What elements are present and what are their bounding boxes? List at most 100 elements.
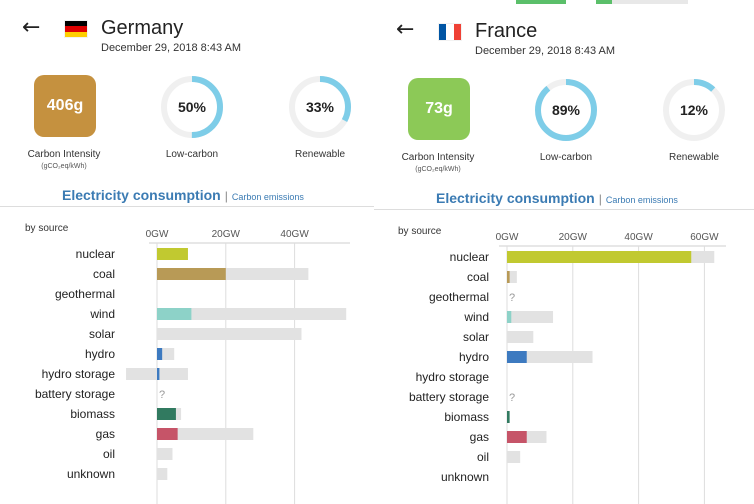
source-label: hydro <box>85 347 115 361</box>
section-divider <box>0 206 374 207</box>
source-label: biomass <box>70 407 115 421</box>
tick-label: 0GW <box>496 232 519 243</box>
by-source-label: by source <box>25 223 69 234</box>
country-name: France <box>475 20 538 42</box>
renewable-value: 12% <box>679 102 709 118</box>
production-bar <box>507 271 510 283</box>
low-carbon-gauge <box>161 76 223 138</box>
renewable-gauge-arc <box>663 79 725 141</box>
source-label: coal <box>93 267 115 281</box>
source-label: battery storage <box>409 390 489 404</box>
country-panel-france: ← France December 29, 2018 8:43 AM 73g C… <box>374 0 754 504</box>
section-divider <box>374 209 754 210</box>
capacity-bar <box>507 331 534 343</box>
low-carbon-label: Low-carbon <box>165 149 219 160</box>
source-label: hydro storage <box>42 367 116 381</box>
production-bar <box>157 268 226 280</box>
low-carbon-gauge-arc <box>161 76 223 138</box>
tab-carbon-emissions[interactable]: Carbon emissions <box>231 192 304 202</box>
tab-electricity-consumption[interactable]: Electricity consumption <box>62 187 221 203</box>
low-carbon-value: 50% <box>177 99 207 115</box>
source-label: nuclear <box>76 247 115 261</box>
renewable-value: 33% <box>305 99 335 115</box>
unknown-value-mark: ? <box>509 292 515 304</box>
tab-electricity-consumption[interactable]: Electricity consumption <box>436 190 595 206</box>
germany-flag-icon <box>65 21 87 37</box>
carbon-intensity-unit: (gCO₂eq/kWh) <box>415 166 461 173</box>
source-label: gas <box>470 430 489 444</box>
low-carbon-gauge-arc <box>535 79 597 141</box>
source-label: unknown <box>441 470 489 484</box>
source-label: unknown <box>67 467 115 481</box>
source-breakdown-chart-germany: 0GW 20GW 40GW nuclear coal geothermal wind sola… <box>35 229 350 504</box>
tick-label: 0GW <box>146 229 169 240</box>
renewable-label: Renewable <box>668 152 720 163</box>
by-source-label: by source <box>398 226 442 237</box>
renewable-gauge <box>289 76 351 138</box>
capacity-bar <box>507 271 517 283</box>
low-carbon-value: 89% <box>551 102 581 118</box>
renewable-gauge <box>663 79 725 141</box>
renewable-label: Renewable <box>294 149 346 160</box>
unknown-value-mark: ? <box>159 389 165 401</box>
source-label: nuclear <box>450 250 489 264</box>
capacity-bar <box>507 351 593 363</box>
capacity-bar <box>157 328 302 340</box>
source-label: oil <box>103 447 115 461</box>
tick-label: 20GW <box>559 232 588 243</box>
tab-carbon-emissions[interactable]: Carbon emissions <box>605 195 678 205</box>
tick-label: 40GW <box>280 229 309 240</box>
country-panel-germany: ← Germany December 29, 2018 8:43 AM 406g… <box>0 0 374 504</box>
carbon-intensity-label: Carbon Intensity <box>27 149 101 160</box>
source-label: oil <box>477 450 489 464</box>
source-label: gas <box>96 427 115 441</box>
back-arrow-icon[interactable]: ← <box>22 15 41 40</box>
source-label: biomass <box>444 410 489 424</box>
production-bar <box>157 368 160 380</box>
production-bar <box>507 351 527 363</box>
source-label: geothermal <box>429 290 489 304</box>
country-name: Germany <box>101 17 184 39</box>
source-label: battery storage <box>35 387 115 401</box>
source-label: coal <box>467 270 489 284</box>
low-carbon-label: Low-carbon <box>539 152 593 163</box>
source-label: hydro storage <box>416 370 490 384</box>
carbon-intensity-value: 73g <box>425 100 453 117</box>
carbon-intensity-box: 73g <box>408 78 470 140</box>
low-carbon-gauge <box>535 79 597 141</box>
production-bar <box>507 411 510 423</box>
top-strip-green <box>516 0 566 4</box>
capacity-bar <box>157 308 347 320</box>
capacity-bar <box>157 428 254 440</box>
source-label: hydro <box>459 350 489 364</box>
source-label: wind <box>89 307 115 321</box>
unknown-value-mark: ? <box>509 392 515 404</box>
consumption-emissions-tabs: Electricity consumption | Carbon emissions <box>62 187 304 203</box>
source-breakdown-chart-france: 0GW 20GW 40GW 60GW nuclear coal geothermal ? win… <box>409 232 726 504</box>
carbon-intensity-label: Carbon Intensity <box>401 152 475 163</box>
capacity-bar <box>157 468 168 480</box>
tick-label: 60GW <box>690 232 719 243</box>
tab-separator: | <box>598 192 602 206</box>
carbon-intensity-box: 406g <box>34 75 96 137</box>
production-bar <box>157 348 163 360</box>
production-bar <box>157 428 178 440</box>
source-label: solar <box>463 330 489 344</box>
production-bar <box>157 308 192 320</box>
production-bar <box>507 311 512 323</box>
production-bar <box>507 431 527 443</box>
tab-separator: | <box>224 189 228 203</box>
carbon-intensity-value: 406g <box>46 97 84 114</box>
capacity-bar <box>507 451 521 463</box>
datetime-label: December 29, 2018 8:43 AM <box>101 42 242 54</box>
carbon-intensity-unit: (gCO₂eq/kWh) <box>41 163 87 170</box>
top-strip-grey <box>612 0 688 4</box>
production-bar <box>157 248 188 260</box>
tick-label: 20GW <box>212 229 241 240</box>
back-arrow-icon[interactable]: ← <box>396 17 415 42</box>
source-label: geothermal <box>55 287 115 301</box>
capacity-bar <box>157 448 173 460</box>
datetime-label: December 29, 2018 8:43 AM <box>475 45 616 57</box>
capacity-bar <box>507 311 554 323</box>
top-strip-green-small <box>596 0 612 4</box>
